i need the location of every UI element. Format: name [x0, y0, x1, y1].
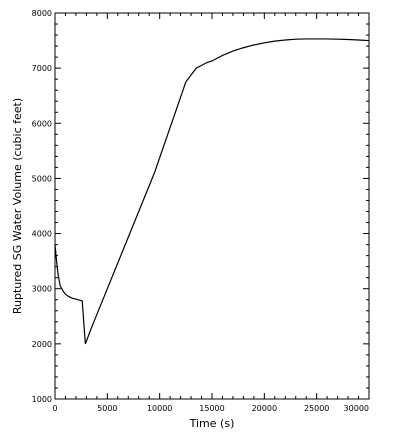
x-axis-ticks: 0 5000 10000 15000 20000 25000 30000 [52, 13, 370, 413]
y-axis-label: Ruptured SG Water Volume (cubic feet) [11, 98, 24, 314]
y-tick-label: 3000 [32, 285, 52, 294]
x-tick-label: 10000 [147, 404, 172, 413]
y-tick-label: 8000 [32, 9, 52, 18]
x-tick-label: 30000 [344, 404, 369, 413]
y-tick-label: 7000 [32, 64, 52, 73]
x-tick-label: 25000 [304, 404, 329, 413]
series-line [54, 38, 370, 345]
x-axis-label: Time (s) [189, 417, 235, 430]
x-tick-label: 15000 [199, 404, 224, 413]
y-tick-label: 1000 [32, 395, 52, 404]
x-tick-label: 5000 [97, 404, 117, 413]
x-tick-label: 20000 [252, 404, 277, 413]
y-axis-ticks: 1000 2000 3000 4000 5000 6000 7000 8000 [32, 9, 369, 404]
x-minor-ticks [64, 13, 360, 399]
y-tick-label: 5000 [32, 174, 52, 183]
y-tick-label: 6000 [32, 119, 52, 128]
y-tick-label: 2000 [32, 340, 52, 349]
plot-frame [54, 12, 370, 400]
x-tick-label: 0 [52, 404, 57, 413]
y-tick-label: 4000 [32, 230, 52, 239]
y-minor-ticks [55, 23, 369, 389]
